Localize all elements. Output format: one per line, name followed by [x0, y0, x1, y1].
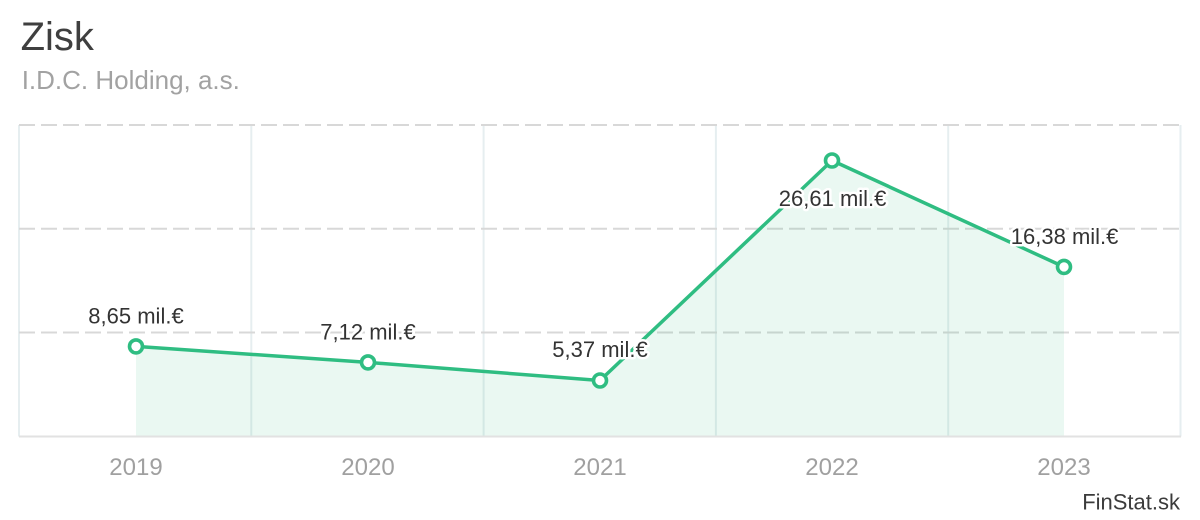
svg-text:I.D.C. Holding, a.s.: I.D.C. Holding, a.s.	[22, 65, 240, 95]
svg-text:FinStat.sk: FinStat.sk	[1082, 489, 1181, 514]
svg-text:16,38 mil.€: 16,38 mil.€	[1011, 224, 1119, 249]
svg-text:7,12 mil.€: 7,12 mil.€	[320, 320, 415, 345]
svg-text:Zisk: Zisk	[21, 15, 95, 59]
svg-text:2022: 2022	[805, 454, 858, 481]
svg-text:8,65 mil.€: 8,65 mil.€	[88, 303, 183, 328]
svg-text:2020: 2020	[341, 454, 394, 481]
svg-text:26,61 mil.€: 26,61 mil.€	[779, 186, 887, 211]
svg-text:2023: 2023	[1037, 454, 1090, 481]
svg-text:2021: 2021	[573, 454, 626, 481]
svg-text:2019: 2019	[109, 454, 162, 481]
svg-text:5,37 mil.€: 5,37 mil.€	[552, 337, 647, 362]
